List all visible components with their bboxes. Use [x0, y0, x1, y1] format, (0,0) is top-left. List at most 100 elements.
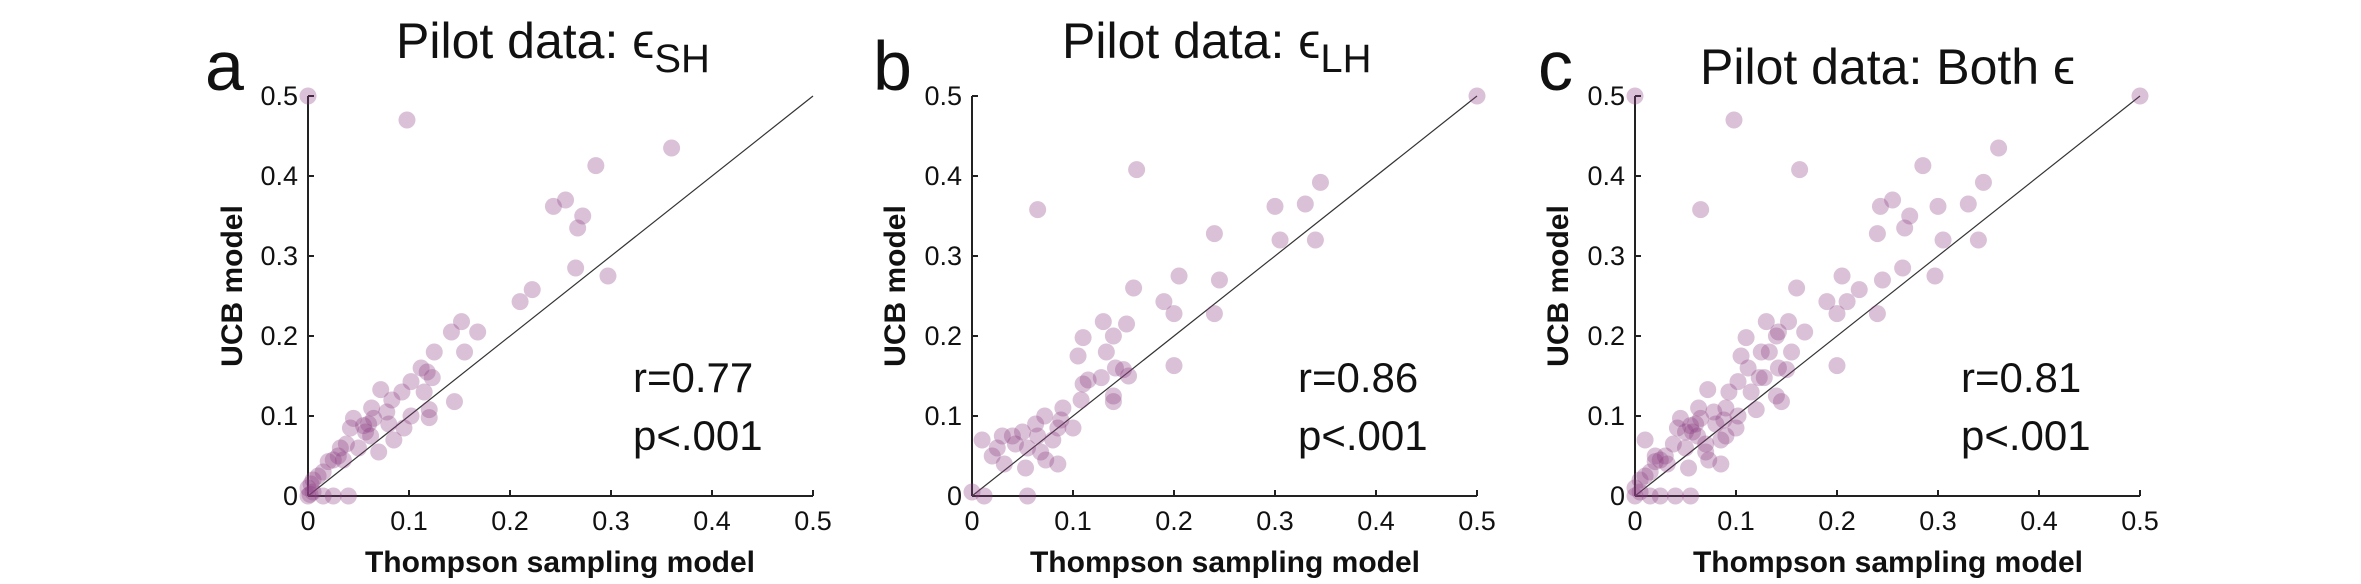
- data-point: [319, 453, 337, 471]
- data-point: [1692, 409, 1710, 427]
- y-tick-label: 0.3: [1587, 241, 1625, 271]
- data-point: [1054, 399, 1072, 417]
- x-tick-label: 0: [964, 506, 979, 536]
- data-point: [329, 447, 347, 465]
- data-point: [1833, 267, 1851, 285]
- identity-line: [971, 95, 1478, 497]
- y-tick-label: 0.4: [924, 161, 962, 191]
- data-point: [574, 207, 592, 225]
- x-tick-label: 0.2: [491, 506, 529, 536]
- data-point: [963, 483, 981, 501]
- data-point: [1656, 447, 1674, 465]
- y-axis-label: UCB model: [1542, 205, 1575, 367]
- data-point: [1680, 459, 1698, 477]
- data-point: [304, 483, 322, 501]
- data-point: [1118, 315, 1136, 333]
- x-tick-label: 0: [300, 506, 315, 536]
- data-point: [299, 487, 317, 505]
- p-value-label: p<.001: [1961, 412, 2091, 459]
- data-point: [1725, 111, 1743, 129]
- data-point: [314, 463, 332, 481]
- panel-letter: b: [873, 27, 912, 105]
- panel-a: a Pilot data: ϵSH r=0.77 p<.001 Thompson…: [205, 13, 832, 579]
- data-point: [1705, 403, 1723, 421]
- data-point: [299, 87, 317, 105]
- data-point: [995, 455, 1013, 473]
- data-point: [1120, 367, 1138, 385]
- data-point: [1266, 197, 1284, 215]
- data-point: [511, 293, 529, 311]
- y-tick-label: 0: [283, 481, 298, 511]
- data-point: [1974, 173, 1992, 191]
- data-point: [1271, 231, 1289, 249]
- data-point: [1037, 451, 1055, 469]
- y-tick-label: 0.5: [1587, 81, 1625, 111]
- data-point: [1760, 343, 1778, 361]
- x-tick-label: 0.2: [1155, 506, 1193, 536]
- x-tick-label: 0.3: [1919, 506, 1957, 536]
- data-point: [1871, 197, 1889, 215]
- data-point: [1626, 87, 1644, 105]
- data-point: [1778, 361, 1795, 379]
- data-point: [1049, 419, 1067, 437]
- data-point: [1682, 417, 1700, 435]
- data-point: [1780, 313, 1798, 331]
- data-point: [1014, 423, 1031, 441]
- data-point: [1755, 369, 1773, 387]
- data-point: [1104, 393, 1122, 411]
- title-text: Pilot data: Both: [1700, 39, 2053, 95]
- p-value-label: p<.001: [633, 412, 763, 459]
- data-point: [1699, 381, 1717, 399]
- data-point: [1072, 391, 1090, 409]
- data-point: [1747, 401, 1765, 419]
- data-point: [1767, 327, 1785, 345]
- data-point: [453, 313, 471, 331]
- data-point: [395, 419, 413, 437]
- data-point: [1128, 161, 1146, 179]
- data-point: [469, 323, 487, 341]
- data-point: [1104, 387, 1122, 405]
- data-point: [324, 487, 342, 505]
- data-point: [299, 479, 317, 497]
- data-point: [1155, 293, 1173, 311]
- data-point: [1115, 361, 1132, 379]
- data-point: [415, 383, 433, 401]
- data-point: [1027, 415, 1045, 433]
- data-point: [983, 447, 1001, 465]
- data-point: [1732, 347, 1750, 365]
- data-point: [380, 415, 398, 433]
- data-point: [1689, 427, 1707, 445]
- data-point: [1707, 415, 1725, 433]
- data-point: [1720, 383, 1738, 401]
- x-tick-label: 0.1: [1717, 506, 1755, 536]
- data-point: [663, 139, 681, 157]
- data-point: [383, 391, 401, 409]
- correlation-label: r=0.77: [633, 354, 753, 401]
- y-tick-label: 0: [1610, 481, 1625, 511]
- data-point: [1641, 487, 1659, 505]
- data-point: [423, 369, 441, 387]
- data-point: [1205, 225, 1223, 243]
- data-point: [456, 343, 474, 361]
- data-point: [1636, 431, 1654, 449]
- data-point: [1666, 487, 1684, 505]
- data-point: [1019, 487, 1037, 505]
- x-tick-label: 0.4: [693, 506, 731, 536]
- data-point: [1783, 343, 1801, 361]
- correlation-label: r=0.86: [1298, 354, 1418, 401]
- data-point: [304, 471, 322, 489]
- data-point: [402, 373, 420, 391]
- x-tick-label: 0.5: [794, 506, 832, 536]
- data-point: [1125, 279, 1143, 297]
- y-tick-label: 0.3: [260, 241, 298, 271]
- data-point: [1896, 219, 1914, 237]
- data-point: [1894, 259, 1912, 277]
- data-point: [324, 451, 342, 469]
- data-point: [355, 417, 373, 435]
- data-point: [1646, 453, 1664, 471]
- data-point: [378, 403, 396, 421]
- title-symbol: ϵ: [1298, 13, 1320, 69]
- title-symbol: ϵ: [2053, 39, 2075, 95]
- data-point: [1092, 369, 1110, 387]
